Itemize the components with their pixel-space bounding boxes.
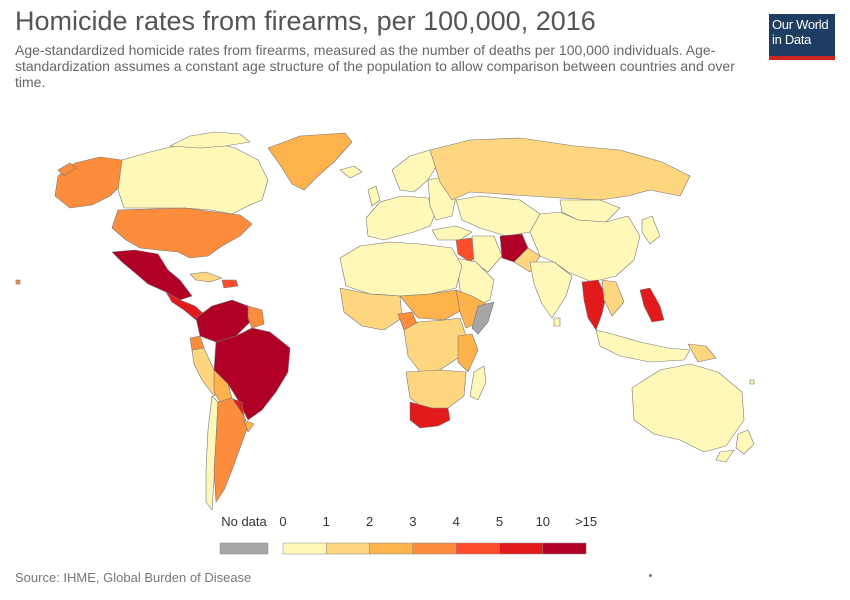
region-philippines[interactable]: [639, 287, 665, 323]
legend-tick-0: 0: [279, 514, 286, 529]
footer-dot: [649, 574, 652, 577]
owid-logo[interactable]: Our World in Data: [769, 14, 835, 60]
region-malaysia-indonesia[interactable]: [595, 329, 691, 363]
region-sri-lanka[interactable]: [553, 317, 561, 327]
legend-bin-6[interactable]: [542, 542, 587, 555]
region-scandinavia[interactable]: [391, 149, 441, 193]
region-cuba[interactable]: [189, 271, 223, 283]
region-china[interactable]: [529, 211, 641, 283]
region-alaska-islands[interactable]: [57, 162, 77, 177]
legend-no-data-swatch[interactable]: [219, 542, 269, 555]
legend-tick-1: 1: [323, 514, 330, 529]
legend-tick-4: 4: [453, 514, 460, 529]
region-iceland[interactable]: [339, 165, 363, 179]
legend-bin-2[interactable]: [369, 542, 414, 555]
region-east-africa[interactable]: [457, 333, 479, 373]
region-russia[interactable]: [429, 137, 691, 201]
region-madagascar[interactable]: [469, 365, 487, 401]
legend-no-data-label: No data: [221, 514, 267, 529]
region-hawaii[interactable]: [15, 279, 21, 285]
region-new-zealand-south[interactable]: [715, 449, 735, 463]
region-new-zealand[interactable]: [735, 429, 755, 455]
region-mexico[interactable]: [111, 249, 193, 301]
legend-tick-5: 5: [496, 514, 503, 529]
region-uk[interactable]: [367, 185, 381, 207]
region-myanmar-thailand[interactable]: [581, 279, 607, 331]
region-fiji[interactable]: [749, 379, 755, 385]
legend-bin-1[interactable]: [326, 542, 370, 555]
region-iran[interactable]: [471, 235, 503, 273]
chart-subtitle: Age-standardized homicide rates from fir…: [15, 42, 735, 90]
region-korea-japan[interactable]: [641, 215, 661, 245]
logo-accent-bar: [769, 56, 835, 60]
region-usa[interactable]: [111, 207, 253, 259]
region-somalia[interactable]: [471, 301, 495, 335]
region-north-africa[interactable]: [339, 241, 463, 297]
source-note: Source: IHME, Global Burden of Disease: [15, 570, 252, 585]
region-australia[interactable]: [631, 363, 745, 453]
legend-tick-3: 3: [409, 514, 416, 529]
logo-line-2: in Data: [772, 32, 812, 47]
region-canada-arctic[interactable]: [169, 131, 251, 149]
region-guianas[interactable]: [247, 305, 265, 329]
region-turkey[interactable]: [431, 225, 473, 241]
region-western-europe[interactable]: [365, 195, 437, 241]
region-greenland[interactable]: [267, 132, 353, 191]
legend-bin-0[interactable]: [282, 542, 327, 555]
legend-tick-2: 2: [366, 514, 373, 529]
region-uruguay[interactable]: [243, 419, 255, 433]
region-southern-central-africa[interactable]: [405, 369, 467, 411]
logo-line-1: Our World: [772, 17, 829, 32]
region-indochina[interactable]: [601, 279, 625, 317]
region-hispaniola[interactable]: [221, 279, 239, 289]
region-south-africa[interactable]: [409, 401, 451, 429]
region-west-africa[interactable]: [339, 287, 403, 331]
region-papua[interactable]: [687, 343, 717, 363]
legend-bin-3[interactable]: [412, 542, 457, 555]
legend-tick-6: 10: [536, 514, 550, 529]
legend-bin-4[interactable]: [455, 542, 500, 555]
chart-title: Homicide rates from firearms, per 100,00…: [15, 6, 596, 36]
region-argentina[interactable]: [213, 397, 249, 503]
legend-tick-7: >15: [575, 514, 597, 529]
legend-bin-5[interactable]: [499, 542, 544, 555]
